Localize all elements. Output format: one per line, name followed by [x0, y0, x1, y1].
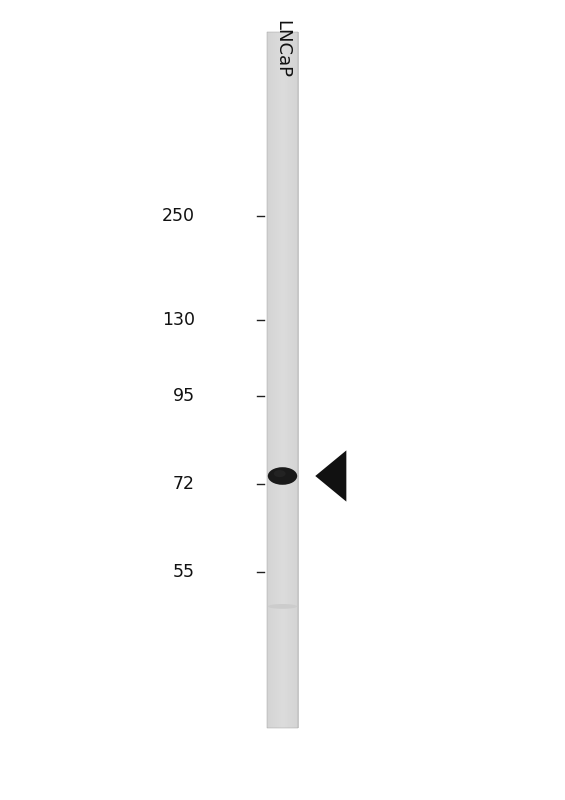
Bar: [285, 32, 286, 728]
Bar: [297, 32, 298, 728]
Bar: [282, 32, 284, 728]
Bar: [293, 32, 294, 728]
Bar: [271, 32, 272, 728]
Bar: [270, 32, 271, 728]
Text: 250: 250: [162, 207, 195, 225]
Text: 72: 72: [173, 475, 195, 493]
Bar: [280, 32, 281, 728]
Bar: [279, 32, 280, 728]
Bar: [292, 32, 293, 728]
Bar: [278, 32, 279, 728]
Bar: [294, 32, 295, 728]
Polygon shape: [315, 450, 346, 502]
Bar: [281, 32, 282, 728]
Ellipse shape: [268, 604, 297, 609]
Bar: [296, 32, 297, 728]
Bar: [277, 32, 278, 728]
Bar: [288, 32, 289, 728]
Bar: [295, 32, 296, 728]
Ellipse shape: [274, 470, 285, 477]
Bar: [272, 32, 273, 728]
Bar: [291, 32, 292, 728]
Bar: [272, 32, 273, 728]
Bar: [294, 32, 295, 728]
Bar: [286, 32, 288, 728]
Text: 95: 95: [173, 387, 195, 405]
Ellipse shape: [268, 467, 297, 485]
Bar: [267, 32, 268, 728]
Bar: [282, 32, 283, 728]
Bar: [267, 32, 298, 728]
Bar: [279, 32, 280, 728]
Bar: [273, 32, 274, 728]
Bar: [288, 32, 289, 728]
Bar: [276, 32, 277, 728]
Bar: [287, 32, 288, 728]
Bar: [284, 32, 285, 728]
Bar: [281, 32, 282, 728]
Bar: [284, 32, 285, 728]
Bar: [293, 32, 294, 728]
Bar: [267, 32, 268, 728]
Bar: [286, 32, 287, 728]
Bar: [289, 32, 290, 728]
Bar: [295, 32, 297, 728]
Bar: [297, 32, 298, 728]
Text: 55: 55: [173, 563, 195, 581]
Bar: [280, 32, 281, 728]
Bar: [289, 32, 290, 728]
Bar: [271, 32, 272, 728]
Bar: [285, 32, 286, 728]
Text: LNCaP: LNCaP: [273, 20, 292, 78]
Bar: [279, 32, 280, 728]
Bar: [275, 32, 276, 728]
Bar: [276, 32, 277, 728]
Text: 130: 130: [162, 311, 195, 329]
Bar: [273, 32, 275, 728]
Bar: [268, 32, 269, 728]
Bar: [292, 32, 293, 728]
Bar: [268, 32, 270, 728]
Bar: [269, 32, 270, 728]
Bar: [274, 32, 275, 728]
Bar: [290, 32, 291, 728]
Bar: [277, 32, 279, 728]
Bar: [270, 32, 271, 728]
Bar: [290, 32, 292, 728]
Bar: [275, 32, 276, 728]
Bar: [285, 32, 286, 728]
Bar: [292, 32, 293, 728]
Bar: [283, 32, 284, 728]
